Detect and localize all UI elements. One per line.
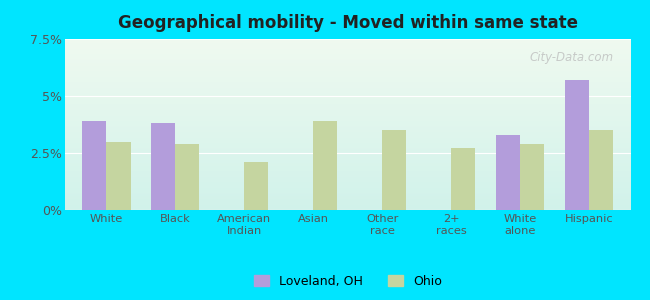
Bar bbox=[151, 123, 176, 210]
Bar bbox=[496, 135, 520, 210]
Legend: Loveland, OH, Ohio: Loveland, OH, Ohio bbox=[249, 270, 447, 293]
Bar bbox=[451, 148, 475, 210]
Title: Geographical mobility - Moved within same state: Geographical mobility - Moved within sam… bbox=[118, 14, 578, 32]
Bar bbox=[589, 130, 613, 210]
Bar bbox=[520, 144, 544, 210]
Bar bbox=[313, 121, 337, 210]
Bar bbox=[382, 130, 406, 210]
Bar bbox=[176, 144, 200, 210]
Bar bbox=[107, 142, 131, 210]
Bar bbox=[244, 162, 268, 210]
Text: City-Data.com: City-Data.com bbox=[529, 51, 614, 64]
Bar bbox=[565, 80, 589, 210]
Bar bbox=[83, 121, 107, 210]
